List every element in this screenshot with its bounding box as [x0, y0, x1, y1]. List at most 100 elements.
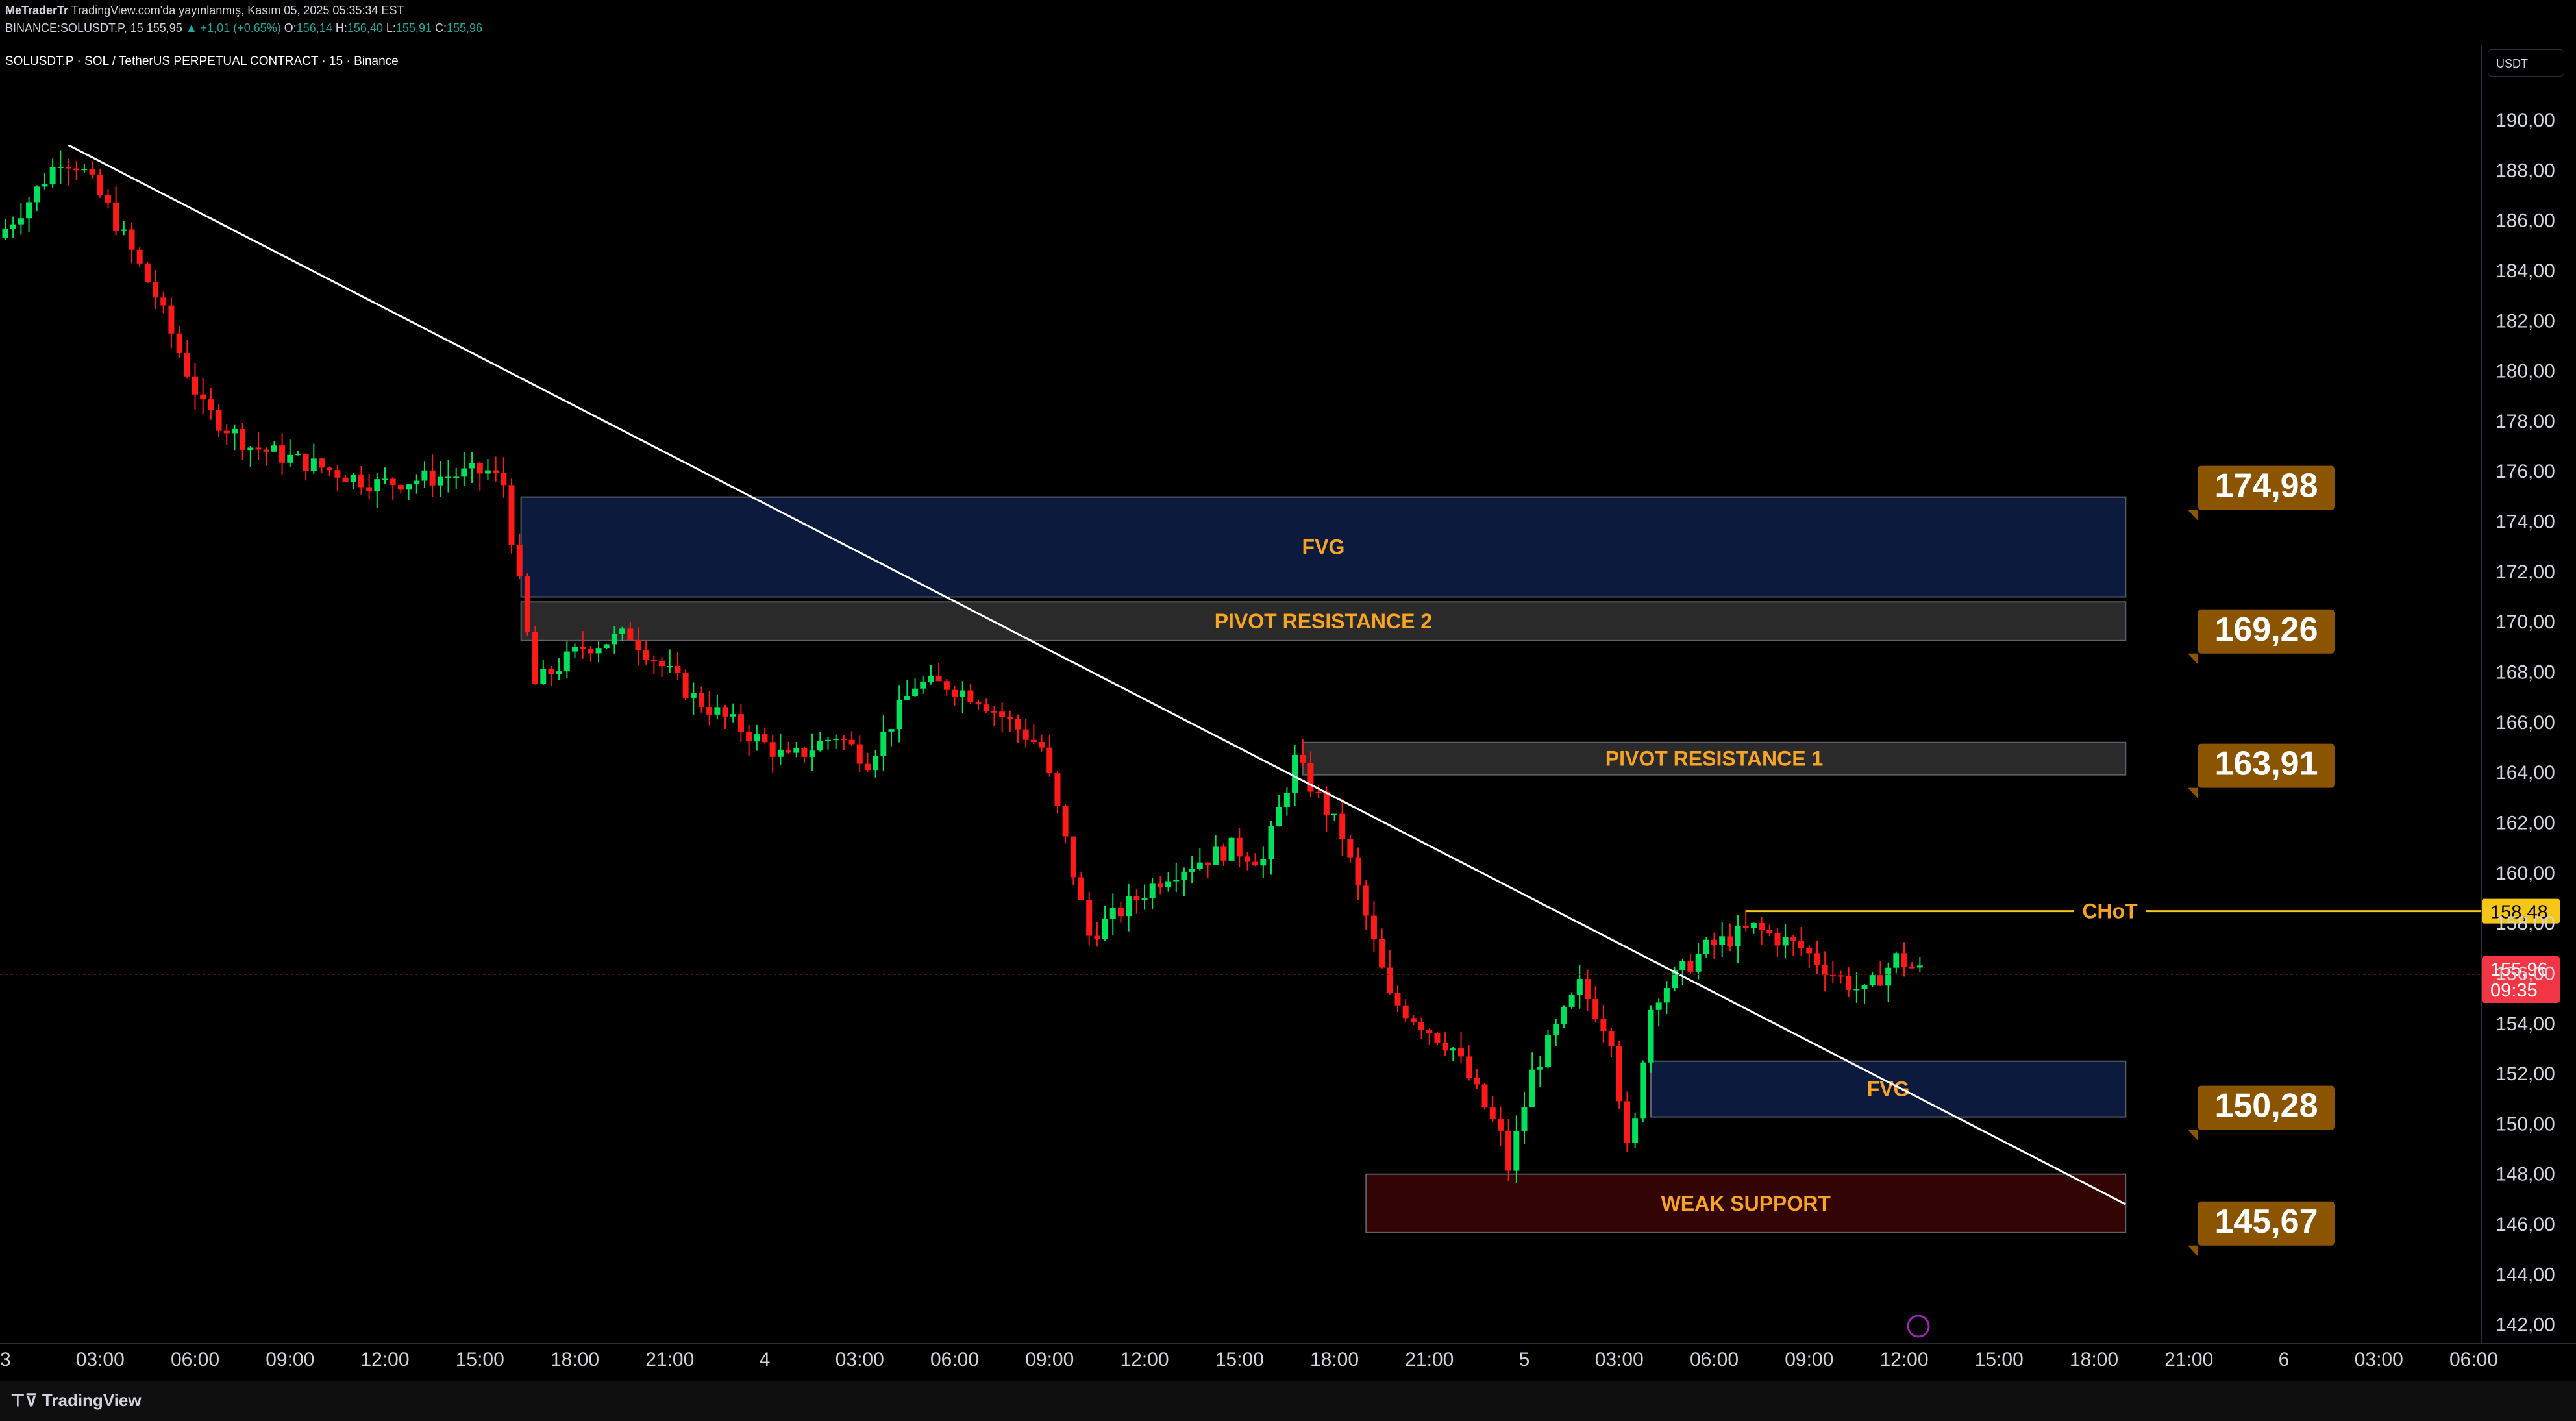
candle-body — [1094, 935, 1100, 939]
candle-body — [896, 700, 902, 730]
currency-button[interactable]: USDT — [2488, 49, 2564, 77]
candle-body — [564, 651, 570, 672]
x-tick-label: 5 — [1519, 1349, 1530, 1370]
candle-body — [532, 632, 539, 684]
candle-body — [1877, 975, 1883, 986]
candle-body — [1370, 915, 1377, 939]
x-tick-label: 12:00 — [1120, 1349, 1169, 1370]
candle-body — [247, 447, 254, 451]
candle-body — [287, 454, 293, 463]
change-label: ▲ +1,01 (+0.65%) — [185, 21, 281, 34]
countdown-label: 09:35 — [2490, 980, 2538, 1001]
candle-body — [1133, 896, 1140, 900]
candles — [2, 150, 1923, 1184]
candle-body — [1363, 885, 1369, 916]
candle-body — [786, 749, 792, 753]
candle-body — [303, 454, 309, 471]
y-tick-label: 156,00 — [2496, 963, 2555, 984]
x-tick-label: 06:00 — [2449, 1349, 2498, 1370]
y-tick-label: 186,00 — [2496, 210, 2555, 232]
candle-body — [588, 649, 594, 654]
candle-body — [1109, 908, 1116, 919]
candle-body — [73, 168, 80, 171]
choch-price-tag — [2482, 898, 2560, 924]
candle-body — [524, 576, 530, 632]
candle-body — [1672, 970, 1678, 989]
candle-body — [1402, 1005, 1409, 1019]
candle-body — [1529, 1069, 1535, 1107]
zone-box — [520, 496, 2127, 598]
x-tick-label: 18:00 — [1310, 1349, 1359, 1370]
candle-body — [136, 249, 143, 264]
candle-body — [1030, 739, 1037, 743]
candle-body — [2, 229, 8, 238]
candle-body — [841, 739, 847, 741]
y-tick-label: 148,00 — [2496, 1164, 2555, 1185]
y-tick-label: 142,00 — [2496, 1315, 2555, 1336]
candle-body — [129, 229, 135, 250]
candle-body — [34, 186, 40, 203]
candle-body — [611, 634, 617, 645]
choch-price-value: 158,48 — [2490, 902, 2548, 923]
candle-body — [358, 474, 364, 488]
candle-body — [121, 229, 127, 231]
candle-body — [1608, 1031, 1615, 1046]
candle-body — [1585, 979, 1591, 999]
candle-body — [1339, 813, 1346, 839]
y-tick-label: 190,00 — [2496, 110, 2555, 131]
close-value: 155,96 — [447, 21, 483, 34]
candle-body — [1489, 1107, 1496, 1119]
candle-body — [1798, 941, 1805, 948]
y-tick-label: 152,00 — [2496, 1063, 2555, 1085]
footer-bar — [0, 1381, 2576, 1421]
candle-body — [461, 468, 467, 477]
candle-body — [1853, 989, 1860, 991]
candle-body — [445, 476, 451, 478]
candle-body — [414, 480, 420, 485]
candle-body — [1126, 896, 1132, 917]
x-tick-label: 18:00 — [2070, 1349, 2118, 1370]
candle-body — [374, 479, 380, 492]
y-tick-label: 180,00 — [2496, 361, 2555, 382]
candle-body — [856, 744, 863, 764]
candle-body — [397, 485, 404, 490]
candle-body — [873, 756, 879, 771]
candle-body — [967, 690, 974, 703]
candle-body — [999, 711, 1006, 717]
y-tick-label: 176,00 — [2496, 461, 2555, 482]
candle-body — [429, 470, 436, 486]
candle-body — [1283, 792, 1290, 808]
candle-body — [627, 628, 634, 641]
price-callout — [2198, 743, 2335, 788]
candle-body — [1007, 717, 1013, 719]
candle-body — [1149, 883, 1156, 898]
symbol-label: BINANCE:SOLUSDT.P, 15 — [5, 21, 143, 34]
candle-body — [1418, 1022, 1425, 1031]
candle-body — [200, 394, 206, 400]
candle-body — [350, 474, 356, 482]
candle-body — [1759, 922, 1765, 930]
candle-body — [319, 458, 325, 468]
publish-date: TradingView.com'da yayınlanmış, Kasım 05… — [71, 4, 404, 17]
candle-body — [1655, 1002, 1662, 1010]
tradingview-logo[interactable]: ⊤⊽ TradingView — [10, 1390, 142, 1411]
candle-body — [833, 739, 839, 741]
candle-body — [1861, 985, 1868, 989]
candle-body — [880, 731, 887, 756]
x-tick-label: 06:00 — [171, 1349, 219, 1370]
candle-body — [619, 628, 626, 634]
candle-body — [1300, 754, 1306, 763]
price-callout — [2198, 1201, 2335, 1246]
candle-body — [769, 742, 776, 757]
candle-body — [1695, 954, 1702, 972]
x-tick-label: 6 — [2279, 1349, 2290, 1370]
candle-body — [271, 445, 277, 452]
candle-body — [105, 195, 111, 203]
candle-body — [809, 750, 815, 757]
candle-body — [864, 763, 871, 771]
candle-body — [888, 729, 895, 732]
candle-body — [1434, 1033, 1441, 1043]
candle-body — [1054, 773, 1061, 806]
candle-body — [18, 218, 24, 225]
